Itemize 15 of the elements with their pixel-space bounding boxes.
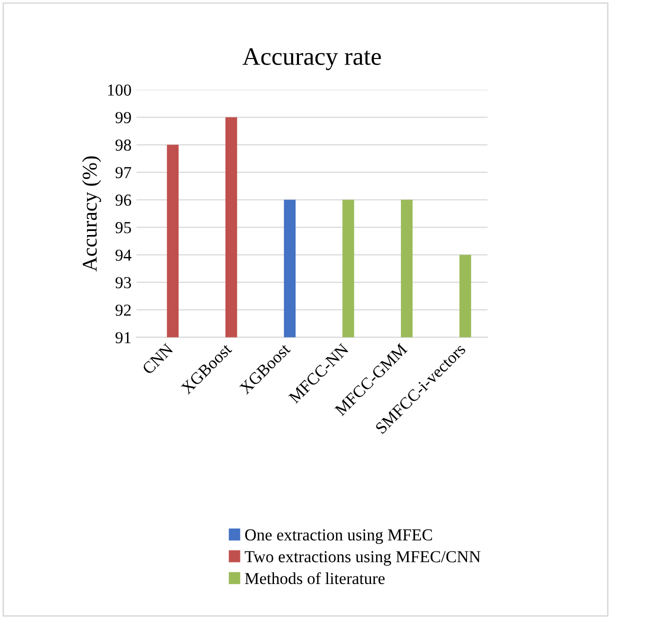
y-tick-label: 93 xyxy=(116,277,131,288)
chart-title: Accuracy rate xyxy=(242,48,381,70)
legend-label: Methods of literature xyxy=(244,572,385,584)
y-axis-title: Accuracy (%) xyxy=(82,156,102,272)
y-tick-label: 94 xyxy=(116,250,132,261)
legend-label: Two extractions using MFEC/CNN xyxy=(244,551,480,566)
y-tick-label: 99 xyxy=(116,112,131,124)
y-tick-label: 97 xyxy=(116,167,132,178)
y-tick-label: 98 xyxy=(116,139,132,151)
y-tick-label: 91 xyxy=(116,332,131,344)
y-tick-label: 100 xyxy=(108,84,132,96)
y-tick-label: 96 xyxy=(116,194,132,206)
legend-label: One extraction using MFEC xyxy=(245,529,432,544)
y-tick-label: 92 xyxy=(116,304,131,316)
y-tick-label: 95 xyxy=(116,222,131,234)
